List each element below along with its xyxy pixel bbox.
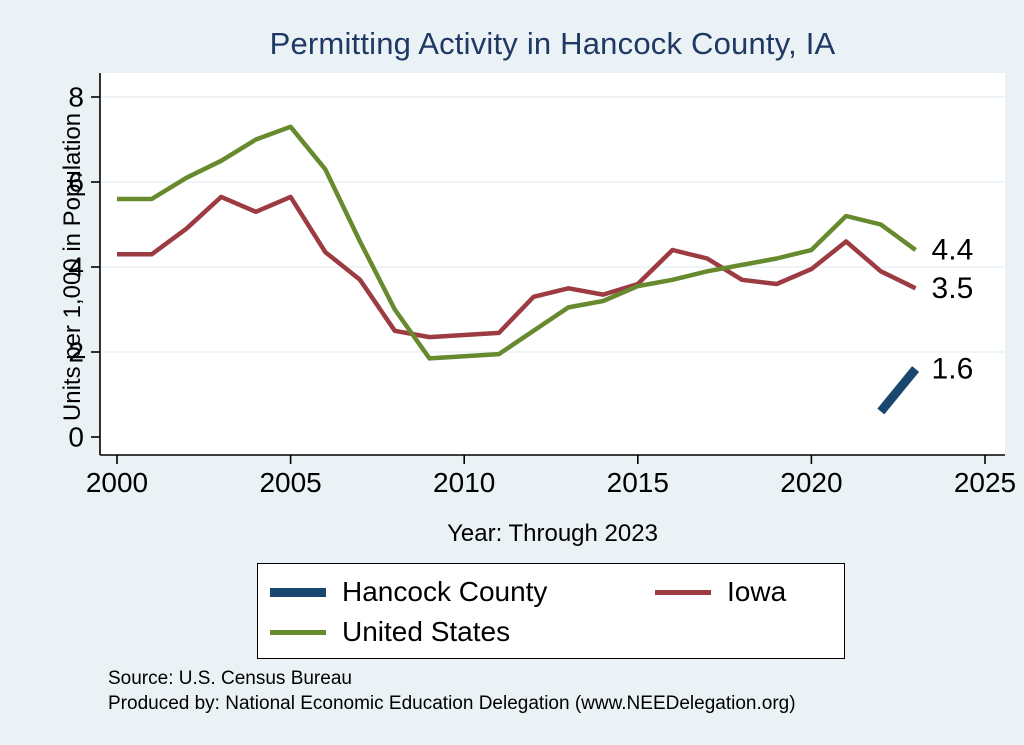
legend-swatch-hancock-county xyxy=(270,587,326,597)
x-tick-label: 2005 xyxy=(259,467,321,498)
legend-item-iowa: Iowa xyxy=(655,576,834,608)
series-line-united-states xyxy=(117,124,917,361)
end-label-hancock-county: 1.6 xyxy=(932,353,974,386)
end-label-iowa: 3.5 xyxy=(932,272,974,305)
legend-label-hancock-county: Hancock County xyxy=(342,576,548,607)
y-tick-label: 2 xyxy=(68,337,84,368)
produced-by-text: Produced by: National Economic Education… xyxy=(108,693,796,715)
legend: Hancock County Iowa United States xyxy=(257,563,845,659)
footer: Source: U.S. Census Bureau Produced by: … xyxy=(108,666,796,716)
y-tick-label: 6 xyxy=(68,167,84,198)
y-tick-label: 8 xyxy=(68,82,84,113)
chart-title: Permitting Activity in Hancock County, I… xyxy=(269,26,836,61)
plot-area xyxy=(100,73,1005,455)
y-tick-label: 0 xyxy=(68,422,84,453)
series-line-hancock-county xyxy=(877,366,920,415)
legend-item-hancock-county: Hancock County xyxy=(270,576,655,608)
x-tick-label: 2020 xyxy=(780,467,842,498)
x-tick-label: 2010 xyxy=(433,467,495,498)
source-text: Source: U.S. Census Bureau xyxy=(108,668,352,689)
end-label-united-states: 4.4 xyxy=(932,234,974,267)
x-tick-label: 2015 xyxy=(607,467,669,498)
y-tick-label: 4 xyxy=(68,252,84,283)
legend-label-iowa: Iowa xyxy=(727,576,787,607)
legend-item-united-states: United States xyxy=(270,616,655,648)
x-axis-label: Year: Through 2023 xyxy=(447,520,658,547)
legend-swatch-united-states xyxy=(270,629,326,635)
x-tick-label: 2025 xyxy=(954,467,1016,498)
legend-swatch-iowa xyxy=(655,589,711,595)
legend-label-united-states: United States xyxy=(342,616,511,647)
x-tick-label: 2000 xyxy=(86,467,148,498)
y-axis-label: Units per 1,000 in Population xyxy=(59,112,86,422)
series-line-iowa xyxy=(117,194,917,340)
